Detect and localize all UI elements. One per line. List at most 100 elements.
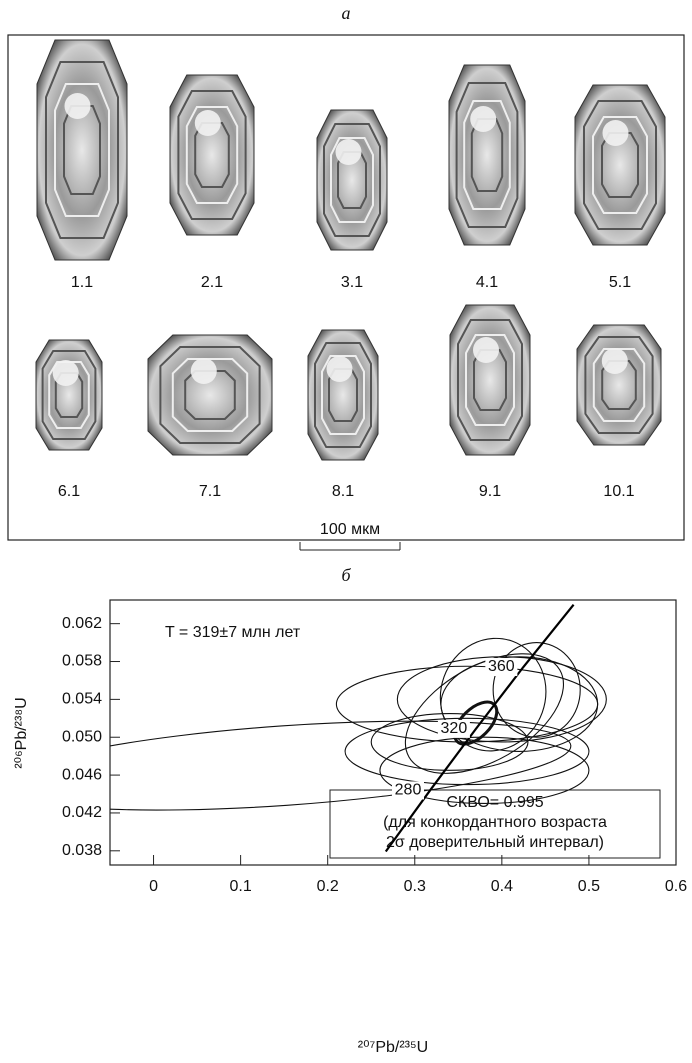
grain-label: 6.1: [58, 483, 80, 500]
grain-zone: [41, 350, 97, 440]
grain-zone: [457, 319, 523, 441]
plot-frame: [109, 599, 677, 866]
grain-label: 8.1: [332, 483, 354, 500]
grain-zone: [171, 358, 249, 432]
x-tick-label: 0.6: [665, 878, 687, 895]
grain-zone: [194, 122, 230, 188]
grain-zone: [583, 100, 657, 230]
grain-zone: [321, 355, 365, 435]
grain: [576, 324, 662, 446]
analysis-spot: [602, 120, 629, 146]
plot-area: [110, 604, 607, 853]
age-label: 320: [441, 720, 468, 737]
grain-label: 3.1: [341, 274, 363, 291]
y-tick-label: 0.054: [62, 691, 102, 708]
error-ellipse: [440, 656, 599, 752]
panel-b-title: б: [341, 565, 351, 585]
age-label-bg: [437, 719, 470, 738]
y-tick-label: 0.058: [62, 653, 102, 670]
grain-label: 4.1: [476, 274, 498, 291]
analysis-spot: [326, 356, 353, 382]
error-ellipse: [370, 713, 529, 771]
y-tick-label: 0.042: [62, 804, 102, 821]
grain-zone: [592, 116, 648, 214]
grain-zone: [473, 349, 507, 411]
error-ellipse: [396, 656, 607, 743]
x-axis-label: ²⁰⁷Pb/²³⁵U: [358, 1039, 428, 1056]
grain-zone: [45, 61, 119, 239]
error-ellipse: [492, 642, 581, 738]
grain-zone: [54, 372, 84, 418]
grain: [574, 84, 666, 246]
grain: [147, 334, 273, 456]
x-tick-label: 0: [149, 878, 158, 895]
grain-zone: [323, 123, 381, 237]
x-tick-label: 0.4: [491, 878, 513, 895]
grain-zone: [159, 346, 261, 444]
analysis-spot: [470, 106, 497, 132]
grain-zone: [465, 334, 515, 426]
grain-label: 9.1: [479, 483, 501, 500]
grain-zone: [177, 90, 247, 220]
grain-images: [35, 39, 666, 461]
grain-zone: [455, 82, 519, 228]
grain-zone: [330, 137, 374, 223]
grain-zone: [63, 105, 101, 195]
concordia-curve: [384, 604, 575, 853]
error-ellipse: [404, 653, 565, 774]
y-tick-label: 0.038: [62, 842, 102, 859]
y-axis-label: ²⁰⁶Pb/²³⁸U: [13, 697, 30, 768]
error-ellipse: [344, 717, 590, 786]
grain: [36, 39, 128, 261]
grain-zone: [48, 361, 90, 429]
analysis-spot: [52, 360, 79, 386]
stats-line: (для конкордантного возраста: [383, 814, 607, 831]
grain: [307, 329, 379, 461]
grain-zone: [337, 151, 367, 209]
grain: [169, 74, 255, 236]
analysis-spot: [190, 358, 217, 384]
grain-zone: [328, 368, 358, 422]
grain-zone: [601, 360, 637, 410]
grain-label: 2.1: [201, 274, 223, 291]
age-label: 280: [395, 782, 422, 799]
grain-zone: [470, 118, 504, 192]
analysis-spot: [64, 93, 91, 119]
panel-a-title: а: [342, 3, 351, 23]
grain-zone: [54, 83, 110, 217]
stats-line: СКВО= 0.995: [446, 794, 543, 811]
scale-bar-label: 100 мкм: [320, 521, 380, 538]
stats-line: 2σ доверительный интервал): [386, 834, 604, 851]
grain-zone: [584, 336, 654, 434]
analysis-spot: [194, 110, 221, 136]
grain-zone: [314, 342, 372, 448]
age-annotation: T = 319±7 млн лет: [165, 624, 301, 641]
analysis-spot: [335, 139, 362, 165]
grain-label: 1.1: [71, 274, 93, 291]
grain-zone: [601, 132, 639, 198]
age-label: 360: [488, 658, 515, 675]
x-tick-label: 0.2: [317, 878, 339, 895]
y-tick-label: 0.046: [62, 766, 102, 783]
age-label-bg: [392, 781, 425, 800]
grain-label: 10.1: [603, 483, 634, 500]
grain-zone: [463, 100, 511, 210]
error-ellipse: [110, 720, 572, 811]
grain-zone: [184, 370, 236, 420]
grain-label: 5.1: [609, 274, 631, 291]
y-tick-label: 0.050: [62, 728, 102, 745]
grain-zone: [592, 348, 646, 422]
analysis-spot: [601, 348, 628, 374]
panel-a-frame: [7, 34, 685, 541]
analysis-spot: [473, 337, 499, 363]
stats-box: [329, 789, 661, 859]
y-tick-label: 0.062: [62, 615, 102, 632]
error-ellipse: [439, 637, 547, 752]
grain-zone: [185, 106, 239, 204]
grain: [35, 339, 103, 451]
grain-label: 7.1: [199, 483, 221, 500]
grain: [316, 109, 388, 251]
grain: [448, 64, 526, 246]
x-tick-label: 0.1: [229, 878, 251, 895]
